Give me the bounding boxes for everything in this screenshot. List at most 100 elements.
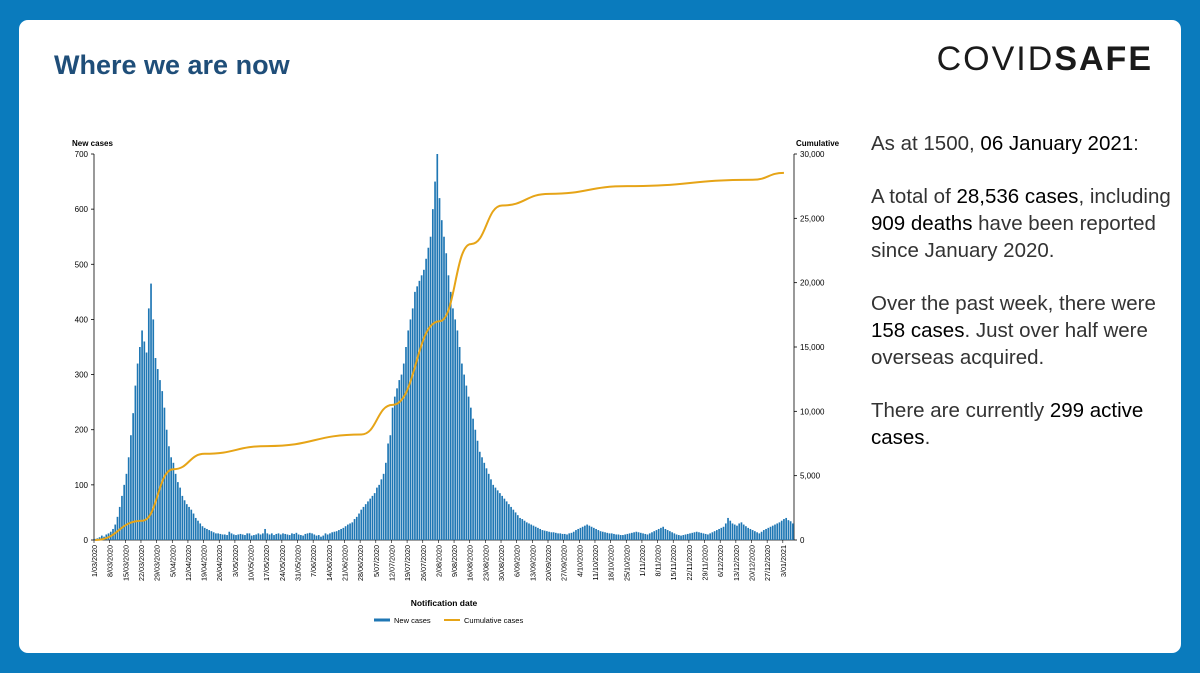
bar-new-cases (253, 535, 255, 540)
bar-new-cases (168, 446, 170, 540)
bar-new-cases (727, 517, 729, 540)
x-tick-label: 5/04/2020 (168, 545, 177, 577)
y-right-tick-label: 5,000 (800, 472, 821, 481)
bar-new-cases (733, 524, 736, 540)
bar-new-cases (767, 527, 770, 540)
bar-new-cases (132, 413, 134, 540)
bar-new-cases (519, 517, 521, 540)
bar-new-cases (116, 516, 119, 540)
bar-new-cases (174, 473, 177, 540)
bar-new-cases (136, 363, 139, 540)
bar-new-cases (367, 501, 369, 540)
bar-new-cases (382, 473, 385, 540)
bar-new-cases (313, 534, 316, 540)
bar-new-cases (308, 532, 311, 540)
x-tick-label: 10/05/2020 (247, 545, 256, 581)
bar-new-cases (331, 532, 334, 540)
summary-total-deaths: 909 deaths (871, 212, 973, 235)
bar-new-cases (143, 341, 146, 540)
y-axis-left-title: New cases (72, 139, 113, 148)
bar-new-cases (550, 532, 553, 540)
bar-new-cases (121, 495, 123, 540)
bar-new-cases (765, 528, 767, 540)
bar-new-cases (237, 534, 240, 540)
bar-new-cases (302, 535, 304, 540)
bar-new-cases (369, 498, 372, 540)
x-tick-label: 30/08/2020 (497, 545, 506, 581)
bar-new-cases (754, 531, 756, 540)
y-left-tick-label: 300 (75, 371, 89, 380)
x-tick-label: 17/05/2020 (262, 545, 271, 581)
summary-total-prefix: A total of (871, 185, 957, 208)
bar-new-cases (590, 526, 593, 540)
bar-new-cases (199, 523, 202, 540)
bar-new-cases (677, 535, 680, 540)
bar-new-cases (615, 534, 618, 540)
bar-new-cases (680, 535, 682, 540)
bar-new-cases (762, 530, 765, 540)
bar-new-cases (257, 533, 260, 540)
bar-new-cases (427, 247, 430, 540)
x-tick-label: 23/08/2020 (481, 545, 490, 581)
bar-new-cases (707, 534, 709, 540)
bar-new-cases (776, 523, 779, 540)
bar-new-cases (434, 181, 436, 541)
bar-new-cases (221, 534, 224, 540)
x-tick-label: 26/04/2020 (215, 545, 224, 581)
bar-new-cases (684, 534, 687, 540)
bar-new-cases (145, 352, 148, 540)
bar-new-cases (671, 532, 673, 540)
bar-new-cases (364, 504, 367, 540)
bar-new-cases (581, 526, 584, 540)
bar-new-cases (631, 532, 633, 540)
bar-new-cases (624, 534, 626, 540)
bar-new-cases (338, 530, 340, 540)
x-tick-label: 11/10/2020 (591, 545, 600, 580)
x-tick-label: 27/12/2020 (763, 545, 772, 581)
bar-new-cases (333, 531, 336, 540)
bar-new-cases (546, 531, 548, 540)
bar-new-cases (429, 236, 432, 540)
y-right-tick-label: 25,000 (800, 214, 825, 223)
bar-new-cases (702, 533, 705, 540)
bar-new-cases (206, 528, 208, 540)
bar-new-cases (653, 531, 656, 540)
y-right-tick-label: 20,000 (800, 279, 825, 288)
bar-new-cases (418, 280, 421, 540)
y-right-tick-label: 0 (800, 536, 805, 545)
bar-new-cases (456, 330, 459, 540)
bar-new-cases (682, 535, 685, 540)
bar-new-cases (599, 531, 602, 540)
bar-new-cases (747, 527, 749, 540)
bar-new-cases (355, 516, 358, 540)
bar-new-cases (693, 532, 696, 540)
bar-new-cases (774, 524, 776, 540)
bar-new-cases (358, 513, 360, 540)
bar-new-cases (304, 533, 307, 540)
bar-new-cases (736, 525, 738, 540)
bar-new-cases (98, 537, 101, 540)
summary-total: A total of 28,536 cases, including 909 d… (871, 183, 1171, 264)
bar-new-cases (724, 523, 727, 540)
bar-new-cases (613, 533, 615, 540)
bar-new-cases (792, 523, 794, 540)
bar-new-cases (686, 533, 689, 540)
x-tick-label: 8/11/2020 (654, 545, 663, 576)
x-tick-label: 21/06/2020 (340, 545, 349, 581)
bar-new-cases (161, 391, 164, 540)
chart-svg: New cases Cumulative cases 0 100 200 300 400 50… (72, 139, 839, 625)
bar-new-cases (642, 533, 644, 540)
bar-new-cases (780, 520, 783, 540)
x-tick-label: 6/12/2020 (716, 545, 725, 577)
bar-new-cases (387, 443, 389, 540)
bar-new-cases (785, 517, 788, 540)
bar-new-cases (584, 525, 586, 540)
bar-new-cases (192, 513, 195, 540)
bar-new-cases (324, 533, 327, 540)
bar-new-cases (197, 520, 199, 540)
bar-new-cases (666, 530, 669, 540)
x-tick-label: 12/04/2020 (184, 545, 193, 581)
bar-new-cases (188, 506, 190, 540)
bar-new-cases (190, 509, 193, 540)
y-left-tick-label: 500 (75, 260, 89, 269)
